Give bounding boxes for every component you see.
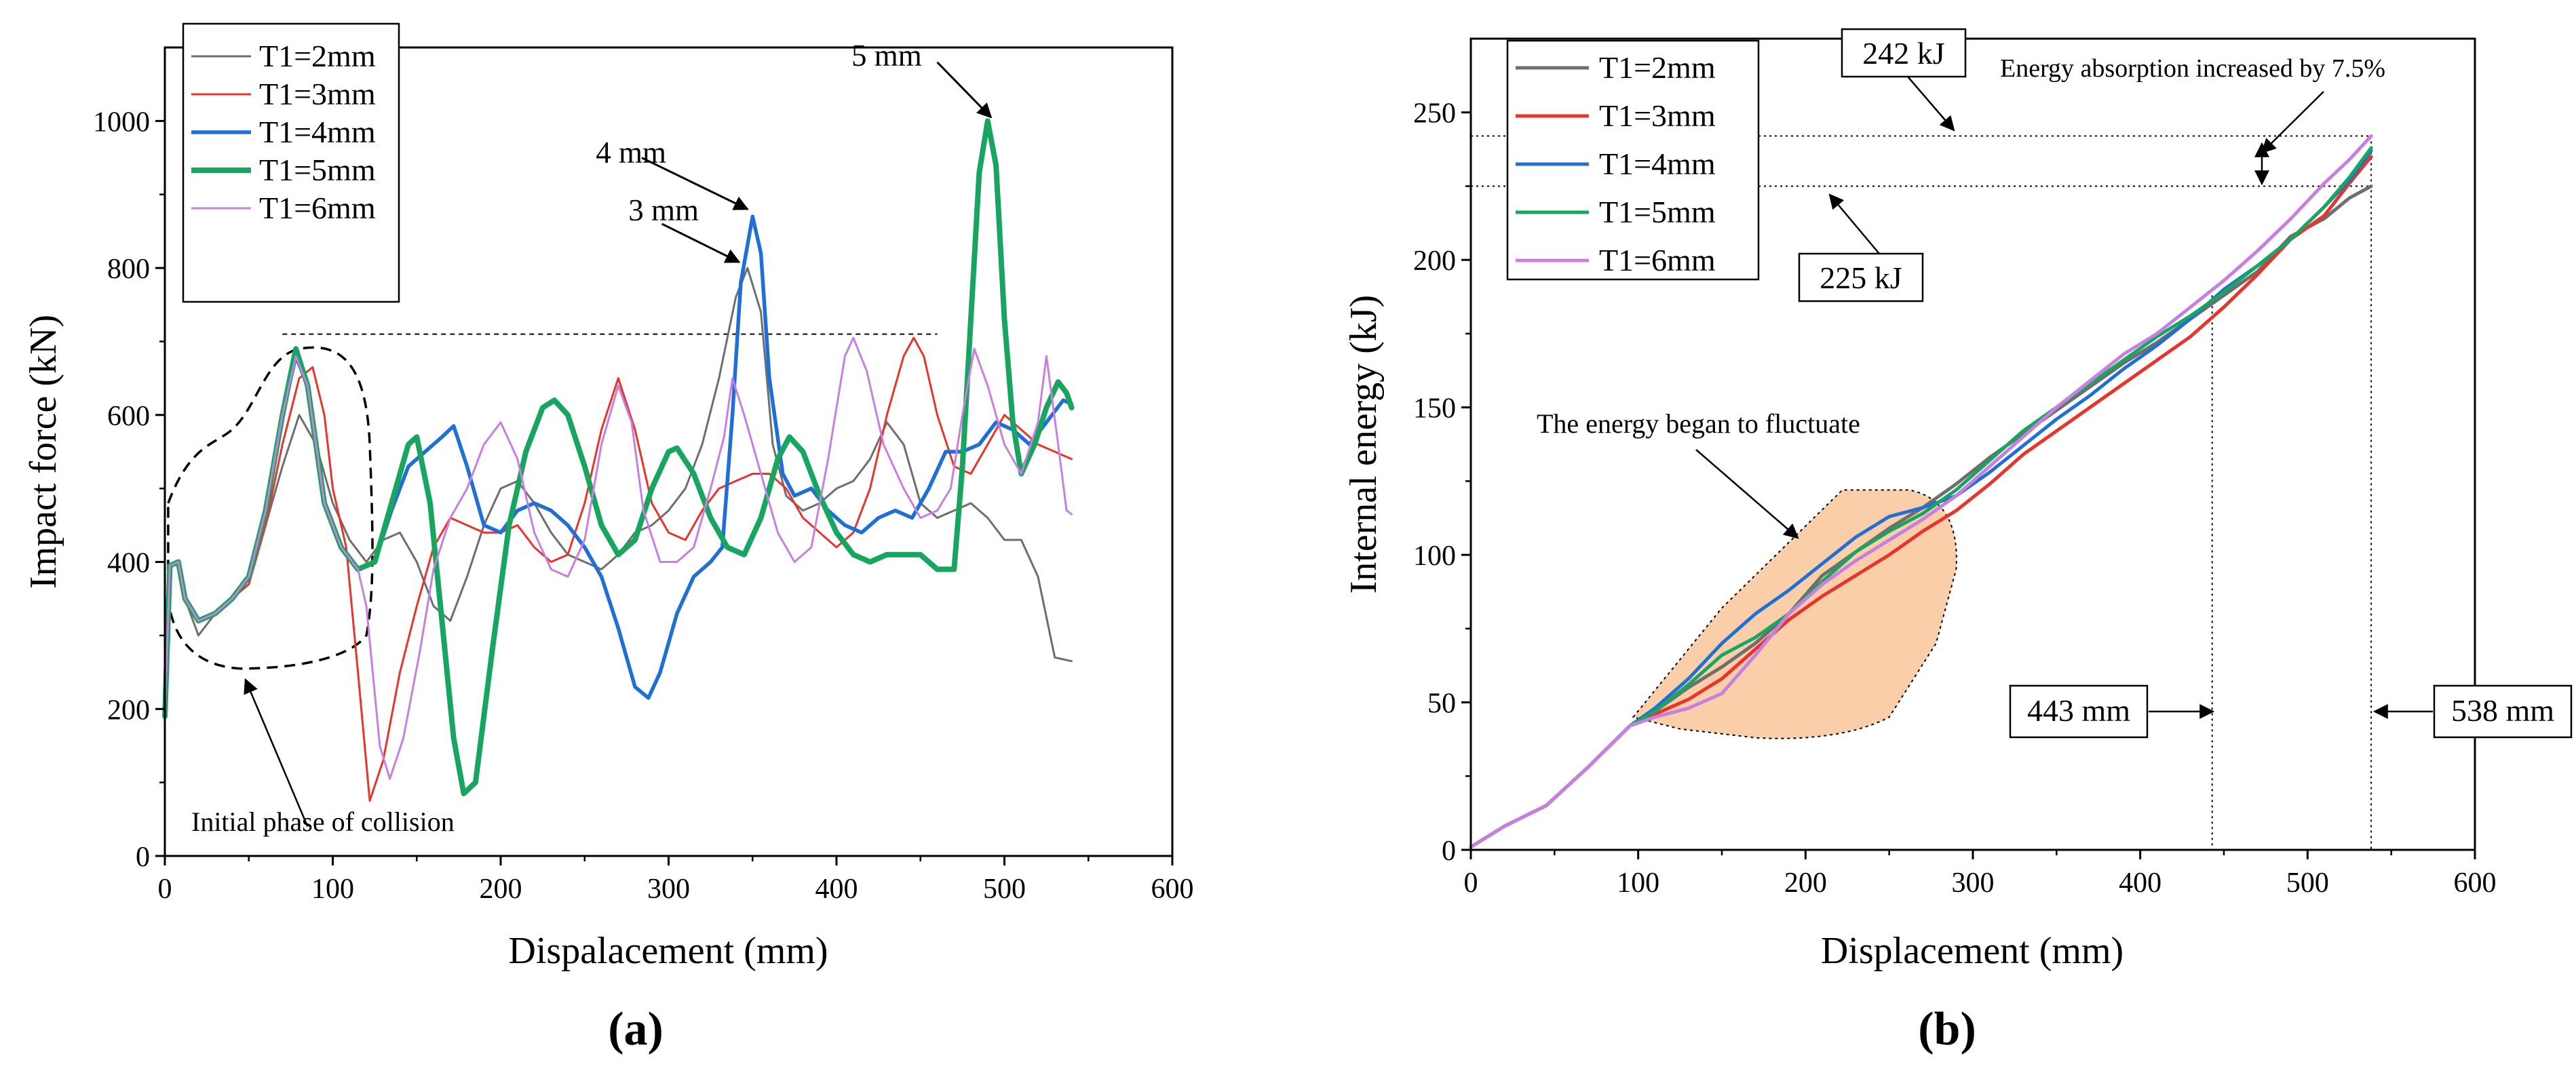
x-tick-label: 0 <box>1464 867 1478 899</box>
legend-box <box>1506 39 1760 281</box>
x-tick-label: 500 <box>2286 867 2329 899</box>
arrow-fluctuate <box>1695 449 1799 539</box>
x-tick-label: 0 <box>158 874 172 905</box>
y-tick-label: 1000 <box>93 106 150 138</box>
x-tick-label: 400 <box>815 874 858 905</box>
series-group-b <box>1469 134 2373 849</box>
y-tick-label: 800 <box>107 254 150 285</box>
legend-b: T1=2mm T1=3mm T1=4mm T1=5mm T1=6mm <box>1506 39 1760 281</box>
label-242kJ: 242 kJ <box>1862 36 1944 71</box>
box-443mm <box>2009 684 2149 739</box>
x-tick-label: 300 <box>1952 867 1995 899</box>
box-538mm <box>2433 684 2573 739</box>
box-225kJ <box>1798 252 1924 303</box>
x-tick-label: 600 <box>2454 867 2497 899</box>
legend-label: T1=5mm <box>1599 195 1716 229</box>
label-538mm: 538 mm <box>2451 693 2554 728</box>
x-axis-label-a: Dispalacement (mm) <box>508 930 828 972</box>
tick-labels-a: 0 100 200 300 400 500 600 0 200 400 600 800 1000 <box>93 106 1194 905</box>
legend-label: T1=6mm <box>1599 243 1716 277</box>
panel-label-a: (a) <box>608 1003 664 1055</box>
y-tick-label: 0 <box>136 842 150 873</box>
label-443mm: 443 mm <box>2027 693 2130 728</box>
annotations-a-over: 3 mm 4 mm 5 mm Initial phase of collisio… <box>191 39 993 837</box>
tick-marks-a <box>155 119 1174 865</box>
legend-box <box>182 22 400 303</box>
x-tick-label: 200 <box>1784 867 1827 899</box>
arrow-peak-4mm <box>641 157 749 210</box>
series-line-t12mm <box>164 267 1073 718</box>
x-tick-label: 500 <box>983 874 1026 905</box>
arrow-energy-increase <box>2261 91 2324 154</box>
initial-phase-outline <box>167 346 374 670</box>
y-tick-label: 250 <box>1413 98 1456 130</box>
initial-phase-arrow <box>244 678 309 827</box>
y-tick-label: 400 <box>107 548 150 579</box>
tick-marks-b <box>1461 111 2476 859</box>
label-225kJ: 225 kJ <box>1820 260 1902 295</box>
arrow-225kJ <box>1828 193 1880 254</box>
x-tick-label: 600 <box>1151 874 1194 905</box>
legend-label: T1=3mm <box>1599 98 1716 133</box>
legend-label: T1=4mm <box>1599 147 1716 181</box>
arrow-peak-3mm <box>661 222 741 263</box>
peak-label-5mm: 5 mm <box>851 39 922 73</box>
y-axis-label-b: Internal energy (kJ) <box>1343 295 1385 594</box>
annotations-a-under <box>167 333 938 827</box>
x-tick-label: 100 <box>1617 867 1659 899</box>
series-line-t16mm <box>164 336 1073 780</box>
y-tick-label: 200 <box>107 695 150 726</box>
panel-label-b: (b) <box>1918 1003 1976 1055</box>
initial-phase-label: Initial phase of collision <box>191 806 455 837</box>
series-line-t16mm <box>1469 134 2373 849</box>
legend-label: T1=6mm <box>259 191 376 225</box>
x-tick-label: 400 <box>2119 867 2161 899</box>
box-242kJ <box>1841 28 1967 78</box>
y-tick-label: 200 <box>1413 246 1456 277</box>
legend-label: T1=3mm <box>259 77 376 111</box>
panel-a: 0 100 200 300 400 500 600 0 200 400 600 800 1000 3 m… <box>22 22 1194 1055</box>
series-group-a <box>162 118 1075 802</box>
legend-label: T1=4mm <box>259 115 376 149</box>
x-axis-label-b: Displacement (mm) <box>1821 930 2123 972</box>
energy-increase-label: Energy absorption increased by 7.5% <box>2000 54 2385 83</box>
legend-label: T1=5mm <box>259 153 376 187</box>
peak-label-4mm: 4 mm <box>596 136 666 170</box>
x-tick-label: 100 <box>311 874 354 905</box>
legend-label: T1=2mm <box>1599 50 1716 85</box>
tick-labels-b: 0 100 200 300 400 500 600 0 50 100 150 200 250 <box>1413 98 2497 899</box>
y-tick-label: 50 <box>1427 688 1456 720</box>
y-tick-label: 100 <box>1413 541 1456 572</box>
annotations-b-over: 242 kJ 225 kJ Energy absorption increase… <box>1537 28 2573 739</box>
series-line-t15mm <box>1469 146 2373 849</box>
panel-b: 0 100 200 300 400 500 600 0 50 100 150 200 250 242 k… <box>1343 28 2573 1055</box>
arrow-242kJ <box>1907 76 1955 132</box>
legend-a: T1=2mm T1=3mm T1=4mm T1=5mm T1=6mm <box>182 22 400 303</box>
legend-label: T1=2mm <box>259 39 376 73</box>
series-line-t13mm <box>164 336 1073 802</box>
y-tick-label: 150 <box>1413 393 1456 425</box>
fluctuate-label: The energy began to fluctuate <box>1537 408 1860 439</box>
y-axis-label-a: Impact force (kN) <box>22 315 64 589</box>
x-tick-label: 300 <box>647 874 690 905</box>
arrow-peak-5mm <box>936 61 993 119</box>
y-tick-label: 600 <box>107 401 150 432</box>
peak-label-3mm: 3 mm <box>628 193 699 227</box>
y-tick-label: 0 <box>1442 836 1456 867</box>
x-tick-label: 200 <box>480 874 522 905</box>
